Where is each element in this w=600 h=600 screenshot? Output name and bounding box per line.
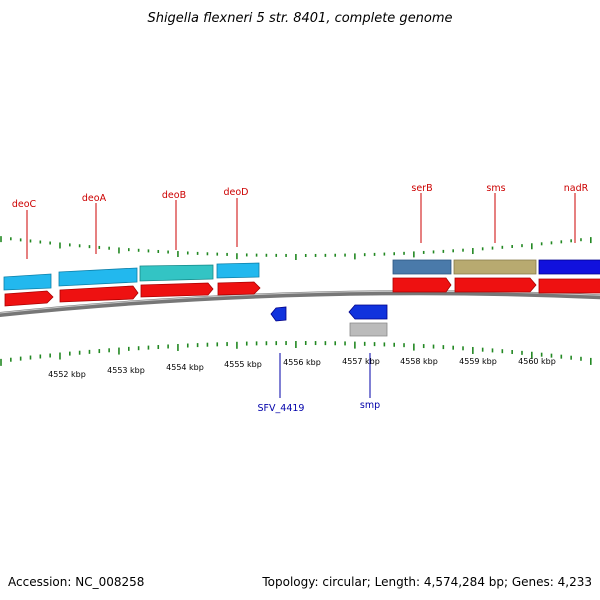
gene-deoB-cds[interactable] bbox=[140, 282, 214, 298]
gene-deoA[interactable]: deoA bbox=[58, 193, 139, 303]
scale-label: 4554 kbp bbox=[166, 363, 204, 372]
gene-smp-rna[interactable] bbox=[349, 322, 388, 337]
gene-deoC-bar[interactable] bbox=[3, 273, 52, 291]
gene-label-deoB[interactable]: deoB bbox=[162, 190, 186, 201]
scale-label: 4559 kbp bbox=[459, 357, 497, 366]
gene-deoC[interactable]: deoC bbox=[3, 199, 54, 307]
gene-label-nadR[interactable]: nadR bbox=[564, 183, 589, 194]
scale-label: 4557 kbp bbox=[342, 357, 380, 366]
scale-label: 4555 kbp bbox=[224, 360, 262, 369]
gene-serB-bar[interactable] bbox=[392, 259, 452, 275]
gene-deoD-bar[interactable] bbox=[216, 262, 260, 279]
gene-sms[interactable]: sms bbox=[453, 183, 537, 293]
gene-deoD[interactable]: deoD bbox=[216, 187, 261, 296]
gene-sms-bar[interactable] bbox=[453, 259, 537, 275]
scale-label: 4558 kbp bbox=[400, 357, 438, 366]
gene-deoD-cds[interactable] bbox=[217, 281, 261, 296]
scale-label: 4556 kbp bbox=[283, 358, 321, 367]
scale-labels: 4552 kbp 4553 kbp 4554 kbp 4555 kbp 4556… bbox=[48, 357, 556, 379]
gene-serB[interactable]: serB bbox=[392, 183, 452, 293]
scale-label: 4560 kbp bbox=[518, 357, 556, 366]
gene-sms-cds[interactable] bbox=[454, 277, 537, 293]
gene-label-sms[interactable]: sms bbox=[486, 183, 505, 194]
gene-deoB-bar[interactable] bbox=[139, 264, 214, 282]
gene-deoB[interactable]: deoB bbox=[139, 190, 214, 298]
gene-label-smp[interactable]: smp bbox=[360, 400, 380, 411]
gene-serB-cds[interactable] bbox=[392, 277, 452, 293]
genome-backbone-highlight bbox=[0, 290, 600, 314]
gene-SFV_4419[interactable]: SFV_4419 bbox=[258, 306, 305, 414]
gene-label-SFV_4419[interactable]: SFV_4419 bbox=[258, 403, 305, 414]
gene-label-serB[interactable]: serB bbox=[411, 183, 432, 194]
gene-label-deoD[interactable]: deoD bbox=[223, 187, 248, 198]
gene-deoA-bar[interactable] bbox=[58, 267, 138, 287]
outer-tick-ring bbox=[0, 236, 592, 260]
genome-backbone bbox=[0, 290, 600, 318]
gene-nadR[interactable]: nadR bbox=[538, 183, 600, 294]
gene-nadR-bar[interactable] bbox=[538, 259, 600, 275]
gene-deoC-cds[interactable] bbox=[4, 290, 54, 307]
gene-smp[interactable]: smp bbox=[348, 304, 388, 411]
genome-summary-text: Topology: circular; Length: 4,574,284 bp… bbox=[261, 575, 592, 589]
map-title: Shigella flexneri 5 str. 8401, complete … bbox=[147, 11, 452, 26]
scale-label: 4552 kbp bbox=[48, 370, 86, 379]
scale-label: 4553 kbp bbox=[107, 366, 145, 375]
gene-smp-cds[interactable] bbox=[348, 304, 388, 320]
accession-text: Accession: NC_008258 bbox=[8, 575, 144, 589]
gene-label-deoA[interactable]: deoA bbox=[82, 193, 107, 204]
gene-nadR-cds[interactable] bbox=[538, 278, 600, 294]
gene-label-deoC[interactable]: deoC bbox=[12, 199, 37, 210]
gene-SFV_4419-cds[interactable] bbox=[270, 306, 287, 322]
inner-tick-ring bbox=[0, 341, 592, 366]
gene-deoA-cds[interactable] bbox=[59, 285, 139, 303]
